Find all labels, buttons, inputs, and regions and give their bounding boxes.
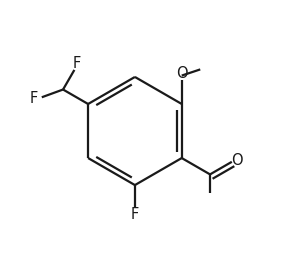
Text: F: F	[30, 91, 38, 106]
Text: O: O	[176, 66, 188, 80]
Text: F: F	[131, 207, 139, 222]
Text: O: O	[232, 153, 243, 168]
Text: F: F	[72, 56, 80, 71]
